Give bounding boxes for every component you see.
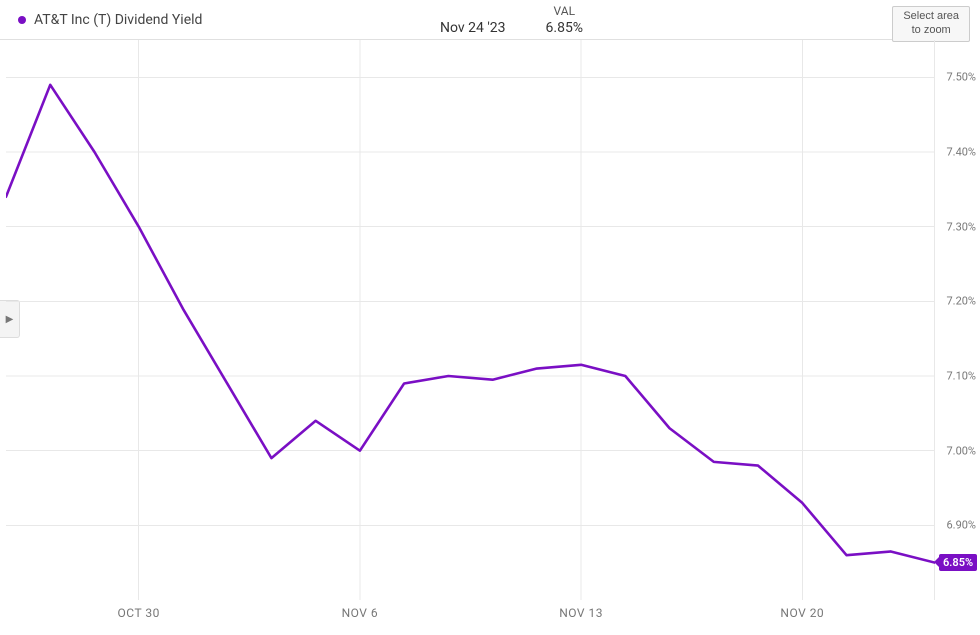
zoom-button[interactable]: Select area to zoom — [892, 6, 970, 42]
header-val-col: VAL 6.85% — [546, 4, 584, 36]
chart-plot[interactable] — [6, 40, 935, 600]
y-tick-label: 6.90% — [946, 519, 976, 532]
header-date-col: Nov 24 '23 — [440, 20, 506, 36]
x-tick-label: OCT 30 — [118, 606, 160, 620]
end-value-badge: 6.85% — [939, 554, 977, 571]
chart-container: AT&T Inc (T) Dividend Yield Nov 24 '23 V… — [0, 0, 980, 635]
legend-dot-icon — [18, 16, 26, 24]
x-tick-label: NOV 13 — [559, 606, 603, 620]
x-tick-label: NOV 6 — [342, 606, 379, 620]
y-tick-label: 7.00% — [946, 444, 976, 457]
legend[interactable]: AT&T Inc (T) Dividend Yield — [0, 12, 202, 28]
y-tick-label: 7.20% — [946, 295, 976, 308]
y-tick-label: 7.10% — [946, 370, 976, 383]
header-values: Nov 24 '23 VAL 6.85% — [440, 0, 583, 40]
y-tick-label: 7.40% — [946, 146, 976, 159]
x-axis-labels: OCT 30 NOV 6 NOV 13 NOV 20 — [6, 606, 935, 626]
chart-header: AT&T Inc (T) Dividend Yield Nov 24 '23 V… — [0, 0, 935, 40]
y-tick-label: 7.30% — [946, 220, 976, 233]
y-tick-label: 7.50% — [946, 71, 976, 84]
header-date: Nov 24 '23 — [440, 20, 506, 36]
y-axis-labels: 6.90% 7.00% 7.10% 7.20% 7.30% 7.40% 7.50% — [938, 40, 980, 600]
series-line — [6, 85, 935, 563]
header-val-value: 6.85% — [546, 20, 584, 36]
header-val-title: VAL — [554, 4, 576, 18]
end-value-text: 6.85% — [943, 556, 973, 569]
x-tick-label: NOV 20 — [780, 606, 824, 620]
legend-label: AT&T Inc (T) Dividend Yield — [34, 12, 202, 28]
